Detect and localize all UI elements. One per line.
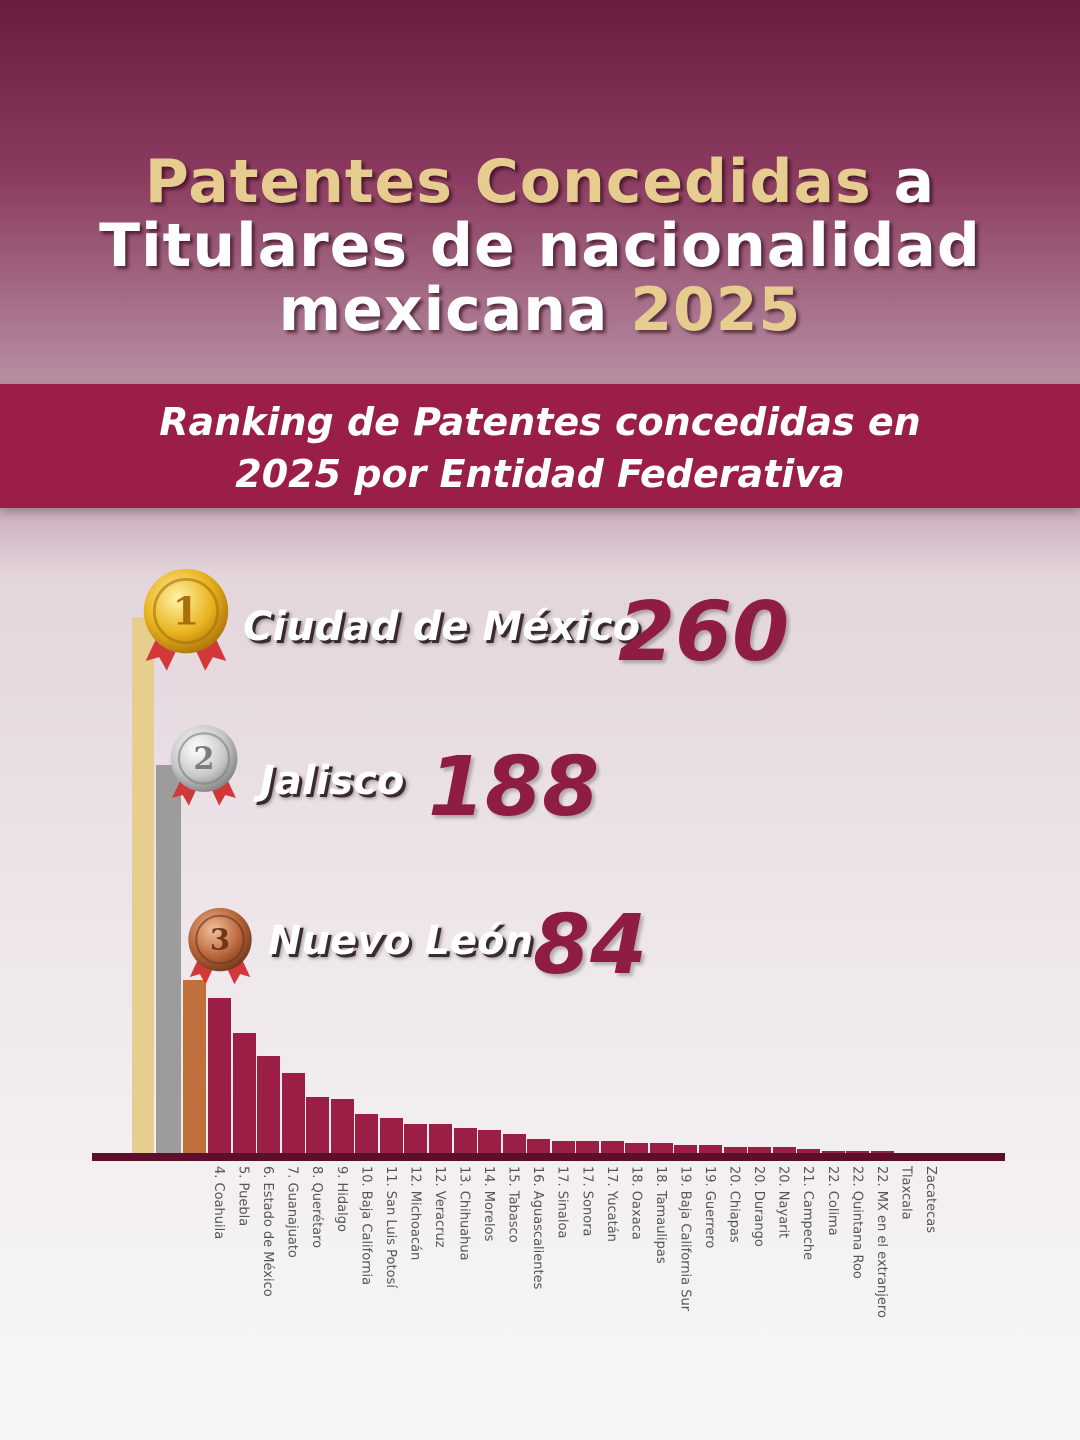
bar-4	[208, 998, 231, 1153]
bar-17	[527, 1138, 551, 1153]
bar-20	[600, 1140, 624, 1153]
x-tick-label: 21. Campeche	[800, 1166, 816, 1261]
title-line3: mexicana	[278, 275, 631, 345]
x-tick-label: 12. Veracruz	[431, 1166, 447, 1248]
bar-1	[132, 617, 154, 1153]
medal-2-icon: 2	[166, 722, 242, 809]
x-tick-label: 18. Oaxaca	[628, 1166, 644, 1240]
bar-29	[821, 1150, 845, 1153]
title-year: 2025	[630, 275, 802, 345]
svg-text:2: 2	[193, 741, 214, 777]
x-tick-label: 17. Sonora	[579, 1166, 595, 1237]
x-tick-label: Zacatecas	[922, 1166, 938, 1233]
bar-21	[625, 1142, 649, 1153]
podium-value-3: 84	[533, 898, 648, 993]
x-tick-label: 19. Baja California Sur	[677, 1166, 693, 1312]
bar-31	[870, 1150, 894, 1153]
x-tick-label: 9. Hidalgo	[333, 1166, 349, 1232]
bar-5	[232, 1033, 256, 1153]
x-tick-label: 19. Guerrero	[702, 1166, 717, 1249]
bar-14	[453, 1128, 477, 1153]
x-tick-label: 20. Durango	[751, 1166, 767, 1247]
x-tick-label: 17. Sinaloa	[554, 1166, 570, 1239]
bar-18	[551, 1140, 575, 1153]
bar-24	[699, 1144, 722, 1153]
x-tick-label: 16. Aguascalientes	[530, 1166, 546, 1290]
bar-19	[576, 1140, 600, 1153]
x-tick-label: 22. MX en el extranjero	[873, 1166, 889, 1318]
x-tick-label: 22. Quintana Roo	[849, 1166, 865, 1279]
medal-1-icon: 1	[138, 565, 234, 675]
title-line2: Titulares de nacionalidad	[99, 211, 981, 281]
x-tick-label: 4. Coahuila	[211, 1166, 226, 1240]
medal-3-icon: 3	[184, 905, 256, 988]
subtitle-banner: Ranking de Patentes concedidas en 2025 p…	[0, 384, 1080, 508]
x-tick-label: 20. Nayarit	[775, 1166, 791, 1239]
title-text: a	[871, 147, 936, 217]
x-tick-label: 6. Estado de México	[260, 1166, 276, 1297]
bar-2	[156, 765, 181, 1153]
page-title: Patentes Concedidas a Titulares de nacio…	[0, 150, 1080, 342]
bar-3	[183, 979, 206, 1153]
bar-11	[379, 1117, 403, 1153]
bar-6	[257, 1056, 281, 1153]
bar-22	[649, 1142, 673, 1153]
x-tick-label: 11. San Luis Potosí	[382, 1166, 398, 1288]
podium-value-2: 188	[428, 740, 600, 835]
x-tick-label: 20. Chiapas	[726, 1166, 742, 1243]
title-highlight: Patentes Concedidas	[144, 147, 872, 217]
x-tick-label: 17. Yucatán	[603, 1166, 619, 1242]
x-tick-label: 8. Querétaro	[309, 1166, 325, 1249]
x-tick-label: 7. Guanajuato	[284, 1166, 300, 1258]
x-tick-label: 22. Colima	[824, 1166, 840, 1236]
x-tick-label: 5. Puebla	[235, 1166, 251, 1227]
bar-25	[723, 1146, 747, 1153]
bar-28	[797, 1148, 821, 1153]
svg-text:3: 3	[210, 923, 230, 957]
bar-7	[281, 1072, 305, 1153]
podium-value-1: 260	[618, 585, 790, 680]
x-tick-label: 18. Tamaulipas	[652, 1166, 668, 1264]
subtitle-line2: 2025 por Entidad Federativa	[235, 452, 845, 496]
bar-27	[772, 1146, 796, 1153]
bar-8	[306, 1097, 330, 1153]
bar-13	[428, 1124, 452, 1153]
x-tick-label: 12. Michoacán	[407, 1166, 423, 1261]
x-tick-label: 13. Chihuahua	[456, 1166, 472, 1261]
x-tick-label: Tlaxcala	[898, 1166, 914, 1220]
bar-15	[478, 1130, 502, 1153]
x-tick-label: 15. Tabasco	[505, 1166, 521, 1243]
subtitle-line1: Ranking de Patentes concedidas en	[159, 400, 921, 444]
bar-12	[404, 1124, 428, 1153]
chart-baseline	[92, 1153, 1005, 1161]
bar-10	[355, 1113, 379, 1153]
x-tick-label: 10. Baja California	[358, 1166, 374, 1286]
svg-text:1: 1	[173, 590, 200, 635]
bar-16	[502, 1134, 526, 1153]
bar-30	[846, 1150, 870, 1153]
bar-9	[330, 1099, 354, 1153]
x-tick-label: 14. Morelos	[481, 1166, 497, 1242]
podium-name-1: Ciudad de México	[243, 604, 641, 650]
podium-name-3: Nuevo León	[268, 918, 534, 964]
bar-23	[674, 1144, 698, 1153]
podium-name-2: Jalisco	[260, 758, 405, 804]
bar-26	[748, 1146, 772, 1153]
